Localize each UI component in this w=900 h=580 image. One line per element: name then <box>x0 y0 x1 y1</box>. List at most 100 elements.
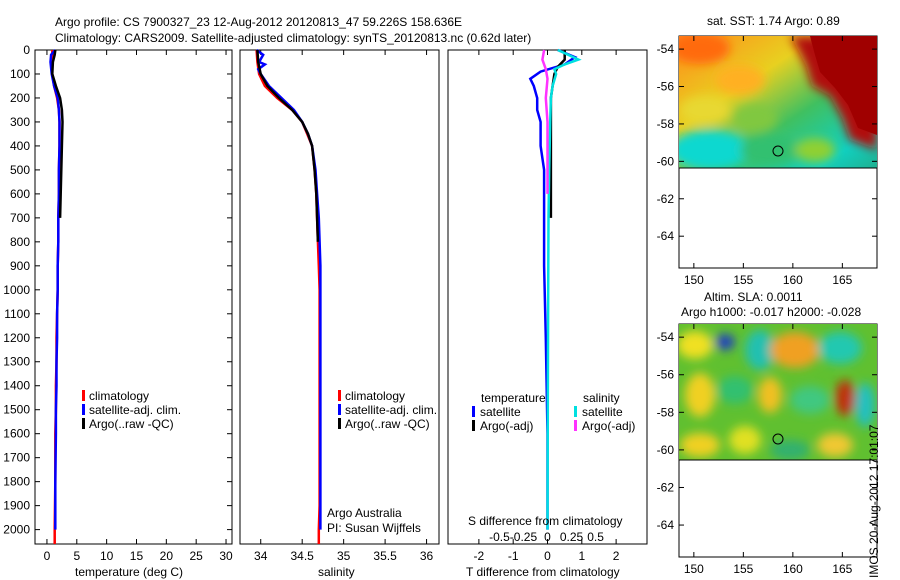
depth-tick-label: 1800 <box>3 475 30 489</box>
legend-entry: satellite-adj. clim. <box>345 403 437 417</box>
lat-tick-label: -54 <box>657 42 675 56</box>
lon-tick-label: 165 <box>832 273 852 287</box>
lat-tick-label: -62 <box>657 480 675 494</box>
sst-y-ticks: -54 -56 -58 -60 -62 -64 <box>657 42 877 243</box>
x-tick-label: -2 <box>474 549 485 563</box>
sla-map: Altim. SLA: 0.0011 Argo h1000: -0.017 h2… <box>657 290 878 576</box>
lon-tick-label: 150 <box>684 273 704 287</box>
sla-field <box>679 324 877 460</box>
sla-y-ticks: -54 -56 -58 -60 -62 -64 <box>657 330 877 532</box>
sst-x-ticks: 150 155 160 165 <box>684 36 853 287</box>
legend-entry: Argo(..raw -QC) <box>89 417 174 431</box>
x-tick-label: -1 <box>508 549 519 563</box>
x-tick-label: 36 <box>420 549 434 563</box>
lat-tick-label: -64 <box>657 229 675 243</box>
figure-title-line2: Climatology: CARS2009. Satellite-adjuste… <box>55 31 531 45</box>
lon-tick-label: 155 <box>733 562 753 576</box>
difference-legend: temperature salinitysatelliteArgo(-adj)sa… <box>472 391 635 433</box>
top-tick-label: -0.5 <box>489 530 510 544</box>
x-tick-label: 34.5 <box>291 549 315 563</box>
difference-profiles <box>528 48 582 530</box>
temperature-axes-frame <box>34 49 233 545</box>
x-tick-label: 2 <box>613 549 620 563</box>
lat-tick-label: -56 <box>657 368 675 382</box>
depth-tick-label: 100 <box>10 67 30 81</box>
depth-tick-label: 400 <box>10 139 30 153</box>
salinity-xlabel: salinity <box>318 565 355 579</box>
temperature-xlabel: temperature (deg C) <box>75 565 183 579</box>
imos-timestamp: IMOS 20-Aug-2012 17:01:07 <box>867 424 881 578</box>
depth-tick-label: 1000 <box>3 283 30 297</box>
lat-tick-label: -60 <box>657 443 675 457</box>
profile-line <box>256 49 320 242</box>
depth-tick-label: 1400 <box>3 379 30 393</box>
t-difference-xlabel: T difference from climatology <box>466 565 620 579</box>
argo-australia-note: Argo Australia <box>327 506 402 520</box>
lat-tick-label: -54 <box>657 330 675 344</box>
depth-tick-label: 300 <box>10 115 30 129</box>
sla-x-ticks: 150 155 160 165 <box>684 324 853 576</box>
figure-title-line1: Argo profile: CS 7900327_23 12-Aug-2012 … <box>55 15 462 29</box>
sla-argo-marker <box>772 433 784 445</box>
legend-entry: satellite <box>582 405 623 419</box>
depth-tick-label: 200 <box>10 91 30 105</box>
lon-tick-label: 160 <box>783 562 803 576</box>
depth-tick-label: 800 <box>10 235 30 249</box>
sst-map: sat. SST: 1.74 Argo: 0.89 -54 -56 -58 -60 -6… <box>657 14 878 287</box>
salinity-x-ticks: 34 34.5 35 35.5 36 <box>254 50 434 563</box>
lon-tick-label: 165 <box>832 562 852 576</box>
profile-line <box>51 49 64 218</box>
x-tick-label: 1 <box>578 549 585 563</box>
x-tick-label: 15 <box>130 549 144 563</box>
lon-tick-label: 155 <box>733 273 753 287</box>
temperature-profiles <box>49 49 64 544</box>
x-tick-label: 0 <box>544 549 551 563</box>
sst-map-title: sat. SST: 1.74 Argo: 0.89 <box>707 14 840 28</box>
depth-tick-label: 500 <box>10 163 30 177</box>
top-tick-label: -0.25 <box>510 530 538 544</box>
profile-line <box>541 49 549 194</box>
depth-tick-label: 1200 <box>3 331 30 345</box>
difference-x-ticks: -2 -1 0 1 2 -0.5 -0.25 0 0.25 0.5 <box>474 50 620 563</box>
temperature-panel: 0100200300400500600700800900100011001200… <box>3 43 647 579</box>
x-tick-label: 35 <box>337 549 351 563</box>
depth-tick-label: 1600 <box>3 427 30 441</box>
top-tick-label: 0.5 <box>587 530 604 544</box>
depth-tick-label: 1900 <box>3 499 30 513</box>
lat-tick-label: -60 <box>657 154 675 168</box>
depth-tick-label: 700 <box>10 211 30 225</box>
x-tick-label: 30 <box>219 549 233 563</box>
salinity-profiles <box>255 48 322 544</box>
depth-tick-label: 900 <box>10 259 30 273</box>
lat-tick-label: -64 <box>657 518 675 532</box>
temperature-x-ticks: 0 5 10 15 20 25 30 <box>44 50 233 563</box>
x-tick-label: 35.5 <box>373 549 397 563</box>
sla-map-title-line1: Altim. SLA: 0.0011 <box>704 290 803 304</box>
lat-tick-label: -56 <box>657 80 675 94</box>
top-tick-label: 0.25 <box>560 530 584 544</box>
sst-field <box>679 36 877 168</box>
depth-tick-label: 600 <box>10 187 30 201</box>
legend-entry: Argo(..raw -QC) <box>345 417 430 431</box>
lat-tick-label: -58 <box>657 405 675 419</box>
lat-tick-label: -58 <box>657 117 675 131</box>
legend-entry: satellite <box>480 405 521 419</box>
depth-tick-label: 0 <box>23 43 30 57</box>
salinity-panel: 34 34.5 35 35.5 36 salinity climatologysatel… <box>239 48 440 579</box>
s-difference-label: S difference from climatology <box>468 514 623 528</box>
lon-tick-label: 160 <box>783 273 803 287</box>
sla-map-title-line2: Argo h1000: -0.017 h2000: -0.028 <box>681 305 861 319</box>
legend-entry: Argo(-adj) <box>480 419 533 433</box>
pi-note: PI: Susan Wijffels <box>327 521 421 535</box>
difference-panel: -2 -1 0 1 2 -0.5 -0.25 0 0.25 0.5 S difference fr… <box>447 48 648 579</box>
legend-title: temperature <box>481 391 546 405</box>
lat-tick-label: -62 <box>657 192 675 206</box>
x-tick-label: 0 <box>44 549 51 563</box>
legend-entry: satellite-adj. clim. <box>89 403 181 417</box>
sst-argo-marker <box>772 145 784 157</box>
salinity-axes-frame <box>239 49 440 545</box>
x-tick-label: 10 <box>100 549 114 563</box>
